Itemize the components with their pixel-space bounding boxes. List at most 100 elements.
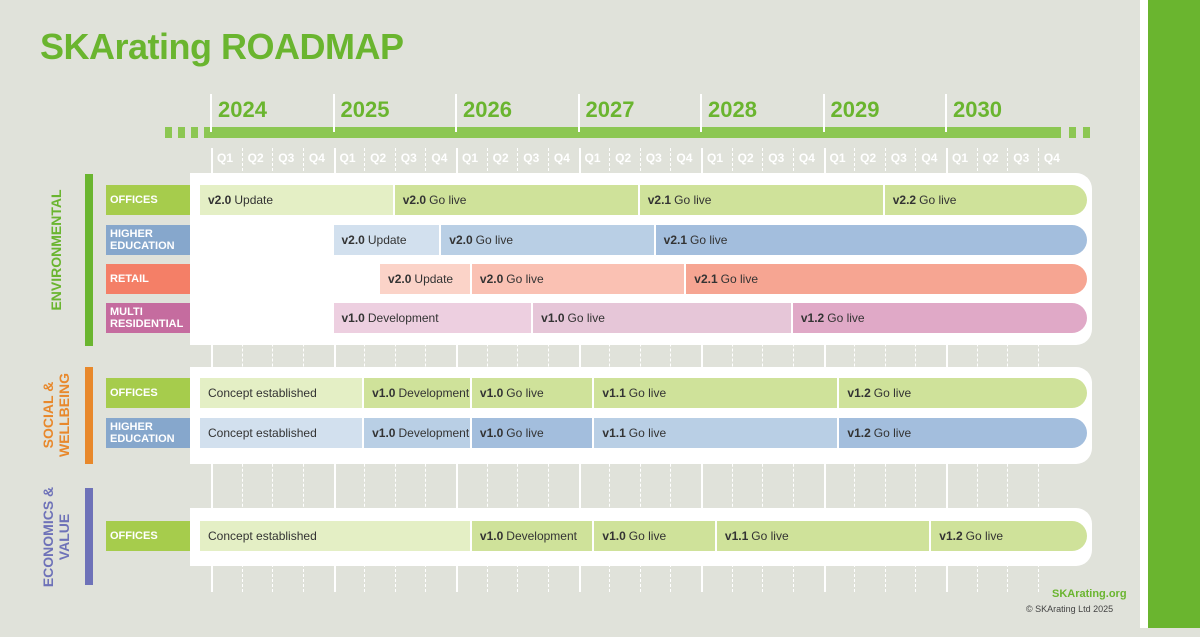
- segment-text: Concept established: [208, 386, 317, 400]
- year-separator: [577, 94, 580, 132]
- roadmap-segment: v1.2 Go live: [931, 521, 1087, 551]
- segment-text: Go live: [873, 426, 912, 440]
- segment-text: Go live: [628, 426, 667, 440]
- segment-version: v2.0: [479, 272, 504, 286]
- quarter-label: Q1: [217, 151, 234, 165]
- quarter-label: Q1: [952, 151, 969, 165]
- quarter-label: Q1: [584, 151, 601, 165]
- section-label-line: ECONOMICS &: [40, 486, 56, 588]
- roadmap-bar: v2.0 Update v2.0 Go live v2.1 Go live: [380, 264, 1087, 294]
- segment-version: v1.1: [724, 529, 749, 543]
- year-label-2028: 2028: [708, 97, 757, 122]
- roadmap-segment: v1.0 Go live: [471, 378, 593, 408]
- segment-text: Development: [398, 426, 470, 440]
- timeline-dash: [178, 127, 185, 138]
- quarter-label: Q2: [370, 151, 387, 165]
- year-separator: [700, 94, 702, 132]
- year-label-2025: 2025: [340, 97, 390, 122]
- year-separator: [210, 94, 212, 132]
- roadmap-segment: v1.2 Go live: [839, 378, 1087, 408]
- section-label-line: VALUE: [56, 513, 72, 561]
- roadmap-segment: Concept established: [200, 378, 363, 408]
- roadmap-segment: Concept established: [200, 521, 470, 551]
- year-separator: [332, 94, 335, 132]
- quarter-label: Q2: [492, 151, 509, 165]
- segment-version: v2.1: [663, 233, 688, 247]
- segment-text: Go live: [506, 426, 544, 440]
- roadmap-segment: v2.2 Go live: [884, 185, 1087, 215]
- segment-text: Update: [367, 233, 407, 247]
- footer-site[interactable]: SKArating.org: [1052, 588, 1127, 600]
- roadmap-segment: v1.1 Go live: [594, 418, 838, 448]
- roadmap-bar: v2.0 Update v2.0 Go live v2.1 Go live: [333, 225, 1087, 255]
- roadmap-segment: v2.1 Go live: [655, 225, 1087, 255]
- footer-copyright: © SKArating Ltd 2025: [1026, 604, 1114, 614]
- roadmap-segment: v1.2 Go live: [792, 303, 1087, 333]
- right-divider: [1140, 0, 1148, 628]
- quarter-label: Q1: [462, 151, 479, 165]
- roadmap-segment: v2.0 Go live: [441, 225, 654, 255]
- section-color-bar: [85, 488, 93, 585]
- roadmap-segment: v2.0 Go live: [394, 185, 638, 215]
- quarter-label: Q3: [768, 151, 785, 165]
- quarter-label: Q1: [829, 151, 846, 165]
- quarter-label: Q4: [798, 151, 815, 165]
- segment-text: Go live: [751, 529, 789, 543]
- category-label: OFFICES: [106, 185, 190, 215]
- segment-version: v1.2: [939, 529, 963, 543]
- segment-text: Go live: [628, 529, 667, 543]
- segment-version: v1.2: [847, 426, 871, 440]
- segment-version: v1.0: [372, 426, 396, 440]
- segment-text: Go live: [674, 193, 712, 207]
- segment-text: Concept established: [208, 426, 317, 440]
- year-separator: [455, 94, 457, 132]
- timeline-dash: [1083, 127, 1090, 138]
- year-label-2026: 2026: [463, 97, 512, 122]
- roadmap-segment: v1.0 Go live: [594, 521, 715, 551]
- year-label-2024: 2024: [218, 97, 267, 122]
- quarter-label: Q2: [247, 151, 264, 165]
- segment-text: Go live: [720, 272, 759, 286]
- quarter-label: Q4: [921, 151, 938, 165]
- segment-version: v2.0: [402, 193, 427, 207]
- year-label-2030: 2030: [953, 97, 1002, 122]
- segment-version: v2.0: [208, 193, 232, 207]
- category-label: HIGHER EDUCATION: [106, 225, 190, 255]
- roadmap-segment: v1.1 Go live: [594, 378, 838, 408]
- segment-text: Go live: [506, 272, 544, 286]
- page-title: SKArating ROADMAP: [40, 26, 404, 67]
- timeline-bar: [210, 127, 1061, 138]
- segment-version: v2.1: [694, 272, 718, 286]
- segment-version: v1.1: [602, 426, 626, 440]
- roadmap-segment: v1.2 Go live: [839, 418, 1087, 448]
- quarter-label: Q3: [890, 151, 907, 165]
- quarter-label: Q4: [1043, 151, 1060, 165]
- segment-text: Go live: [628, 386, 667, 400]
- roadmap-segment: v1.0 Development: [471, 521, 593, 551]
- roadmap-segment: v1.0 Go live: [471, 418, 593, 448]
- section-color-bar: [85, 367, 93, 464]
- segment-version: v1.0: [372, 386, 396, 400]
- category-label: HIGHER EDUCATION: [106, 418, 190, 448]
- roadmap-bar: Concept established v1.0 Development v1.0 Go…: [200, 521, 1087, 551]
- quarter-label: Q4: [308, 151, 325, 165]
- quarter-label: Q2: [860, 151, 877, 165]
- segment-text: Go live: [475, 233, 514, 247]
- roadmap-segment: v1.0 Development: [364, 378, 470, 408]
- roadmap-segment: v2.0 Update: [333, 225, 440, 255]
- segment-version: v2.1: [647, 193, 672, 207]
- segment-version: v1.0: [541, 311, 565, 325]
- year-separator: [945, 94, 947, 132]
- roadmap-segment: v2.1 Go live: [639, 185, 883, 215]
- timeline-dash: [204, 127, 211, 138]
- quarter-label: Q3: [400, 151, 417, 165]
- segment-text: Update: [414, 272, 454, 286]
- quarter-label: Q2: [737, 151, 754, 165]
- category-label: MULTI RESIDENTIAL: [106, 303, 190, 333]
- segment-text: Go live: [506, 386, 544, 400]
- quarter-label: Q2: [615, 151, 632, 165]
- roadmap-segment: Concept established: [200, 418, 363, 448]
- quarter-label: Q3: [1013, 151, 1030, 165]
- segment-version: v2.2: [892, 193, 917, 207]
